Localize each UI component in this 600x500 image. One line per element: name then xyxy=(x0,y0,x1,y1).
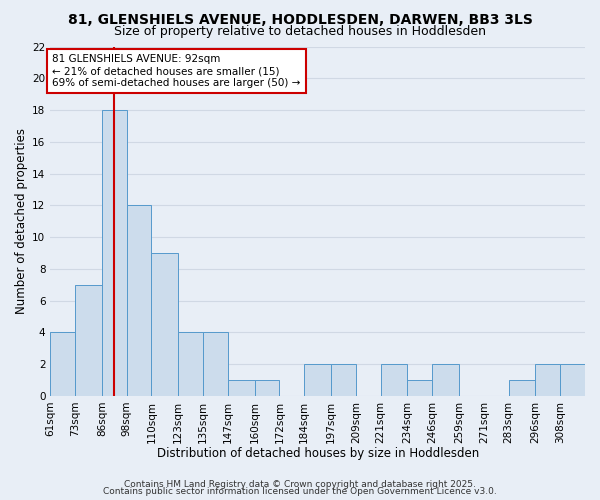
X-axis label: Distribution of detached houses by size in Hoddlesden: Distribution of detached houses by size … xyxy=(157,447,479,460)
Bar xyxy=(331,364,356,396)
Bar xyxy=(380,364,407,396)
Bar xyxy=(228,380,254,396)
Bar xyxy=(560,364,585,396)
Text: Contains public sector information licensed under the Open Government Licence v3: Contains public sector information licen… xyxy=(103,488,497,496)
Bar xyxy=(407,380,432,396)
Text: 81, GLENSHIELS AVENUE, HODDLESDEN, DARWEN, BB3 3LS: 81, GLENSHIELS AVENUE, HODDLESDEN, DARWE… xyxy=(68,12,532,26)
Text: Contains HM Land Registry data © Crown copyright and database right 2025.: Contains HM Land Registry data © Crown c… xyxy=(124,480,476,489)
Bar xyxy=(304,364,331,396)
Bar xyxy=(178,332,203,396)
Bar xyxy=(203,332,228,396)
Bar xyxy=(535,364,560,396)
Bar xyxy=(50,332,75,396)
Bar xyxy=(509,380,535,396)
Bar xyxy=(151,253,178,396)
Bar xyxy=(75,284,102,396)
Text: Size of property relative to detached houses in Hoddlesden: Size of property relative to detached ho… xyxy=(114,25,486,38)
Bar xyxy=(102,110,127,396)
Bar xyxy=(432,364,459,396)
Bar xyxy=(254,380,280,396)
Bar xyxy=(127,206,151,396)
Text: 81 GLENSHIELS AVENUE: 92sqm
← 21% of detached houses are smaller (15)
69% of sem: 81 GLENSHIELS AVENUE: 92sqm ← 21% of det… xyxy=(52,54,301,88)
Y-axis label: Number of detached properties: Number of detached properties xyxy=(15,128,28,314)
